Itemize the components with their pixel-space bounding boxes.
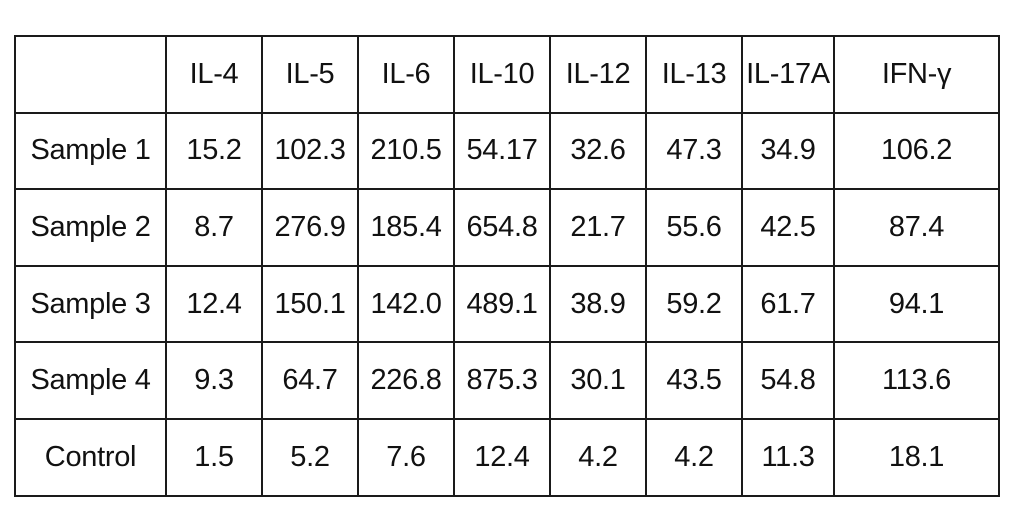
table-cell: 12.4 [165, 264, 263, 344]
table-cell: 12.4 [453, 417, 551, 497]
header-il-12: IL-12 [549, 35, 647, 114]
table-cell: 32.6 [549, 111, 647, 191]
cytokine-table: IL-4 IL-5 IL-6 IL-10 IL-12 IL-13 IL-17A … [14, 35, 1000, 497]
table-cell: 11.3 [741, 417, 835, 497]
table-cell: 61.7 [741, 264, 835, 344]
table-row: Sample 1 15.2 102.3 210.5 54.17 32.6 47.… [14, 111, 1000, 191]
table-cell: 54.17 [453, 111, 551, 191]
table-cell: 654.8 [453, 188, 551, 267]
header-il-13: IL-13 [645, 35, 743, 114]
table-cell: 42.5 [741, 188, 835, 267]
table-row: Control 1.5 5.2 7.6 12.4 4.2 4.2 11.3 18… [14, 417, 1000, 497]
table-row: Sample 2 8.7 276.9 185.4 654.8 21.7 55.6… [14, 188, 1000, 267]
table-cell: 18.1 [833, 417, 1000, 497]
table-cell: 102.3 [261, 111, 359, 191]
table-cell: 38.9 [549, 264, 647, 344]
corner-cell [14, 35, 167, 114]
row-label: Control [14, 417, 167, 497]
table-row: Sample 4 9.3 64.7 226.8 875.3 30.1 43.5 … [14, 341, 1000, 420]
table-cell: 43.5 [645, 341, 743, 420]
header-row: IL-4 IL-5 IL-6 IL-10 IL-12 IL-13 IL-17A … [14, 35, 1000, 114]
header-il-17a: IL-17A [741, 35, 835, 114]
table-cell: 875.3 [453, 341, 551, 420]
table-cell: 64.7 [261, 341, 359, 420]
header-il-5: IL-5 [261, 35, 359, 114]
header-il-6: IL-6 [357, 35, 455, 114]
header-il-10: IL-10 [453, 35, 551, 114]
table-cell: 7.6 [357, 417, 455, 497]
table-cell: 185.4 [357, 188, 455, 267]
table-cell: 113.6 [833, 341, 1000, 420]
header-ifn-gamma: IFN-γ [833, 35, 1000, 114]
table-cell: 5.2 [261, 417, 359, 497]
table-cell: 15.2 [165, 111, 263, 191]
row-label: Sample 4 [14, 341, 167, 420]
table-cell: 4.2 [645, 417, 743, 497]
table-cell: 276.9 [261, 188, 359, 267]
table-cell: 142.0 [357, 264, 455, 344]
table-cell: 210.5 [357, 111, 455, 191]
table-cell: 226.8 [357, 341, 455, 420]
table-cell: 55.6 [645, 188, 743, 267]
row-label: Sample 2 [14, 188, 167, 267]
table-cell: 47.3 [645, 111, 743, 191]
table-cell: 54.8 [741, 341, 835, 420]
table-cell: 106.2 [833, 111, 1000, 191]
table-cell: 59.2 [645, 264, 743, 344]
row-label: Sample 1 [14, 111, 167, 191]
table-cell: 489.1 [453, 264, 551, 344]
table-cell: 30.1 [549, 341, 647, 420]
table-row: Sample 3 12.4 150.1 142.0 489.1 38.9 59.… [14, 264, 1000, 344]
table-cell: 1.5 [165, 417, 263, 497]
header-il-4: IL-4 [165, 35, 263, 114]
row-label: Sample 3 [14, 264, 167, 344]
table-cell: 9.3 [165, 341, 263, 420]
table-cell: 4.2 [549, 417, 647, 497]
table-cell: 21.7 [549, 188, 647, 267]
table-cell: 150.1 [261, 264, 359, 344]
table-cell: 34.9 [741, 111, 835, 191]
table-cell: 8.7 [165, 188, 263, 267]
table-cell: 87.4 [833, 188, 1000, 267]
table-cell: 94.1 [833, 264, 1000, 344]
